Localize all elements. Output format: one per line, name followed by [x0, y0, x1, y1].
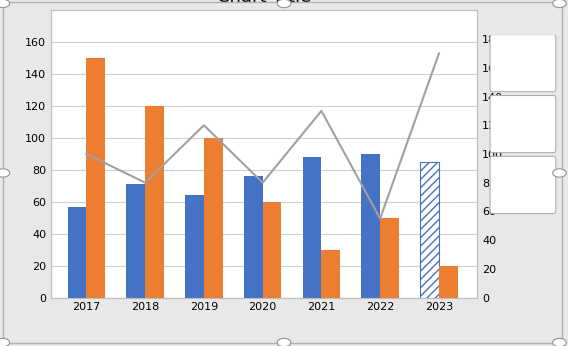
Bar	[86, 58, 105, 298]
Bar	[439, 266, 458, 298]
FancyBboxPatch shape	[490, 95, 556, 153]
Bar	[68, 207, 86, 298]
Text: +: +	[515, 53, 531, 72]
Bar	[303, 157, 321, 298]
Text: ▽: ▽	[517, 177, 528, 191]
Bar	[380, 218, 399, 298]
Bar	[420, 162, 439, 298]
Title: Chart Title: Chart Title	[217, 0, 311, 6]
Bar	[321, 250, 340, 298]
Bar	[145, 106, 164, 298]
Text: ✏: ✏	[517, 116, 529, 130]
Bar	[361, 154, 380, 298]
Bar	[126, 184, 145, 298]
Bar	[185, 195, 204, 298]
Bar	[204, 138, 223, 298]
FancyBboxPatch shape	[490, 35, 556, 92]
FancyBboxPatch shape	[490, 156, 556, 213]
Bar	[244, 176, 262, 298]
Bar	[262, 202, 282, 298]
